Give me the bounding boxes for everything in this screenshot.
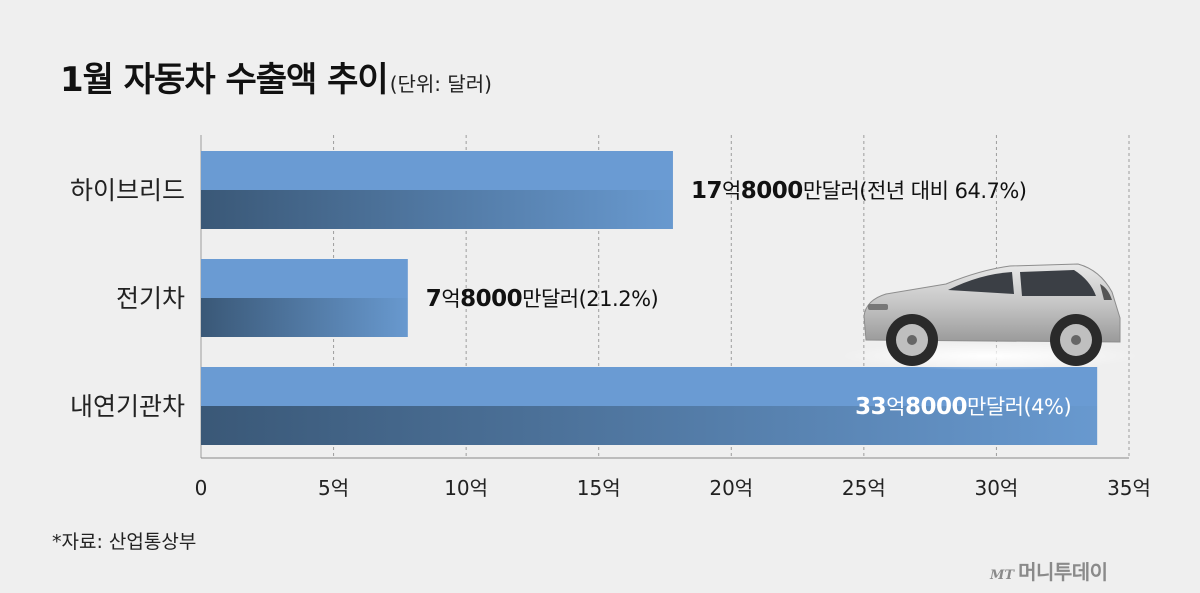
data-label-number: 8000: [741, 178, 803, 204]
bar-top: [201, 151, 673, 190]
x-tick-label: 25억: [842, 476, 886, 500]
bar-bottom: [201, 190, 673, 229]
data-label-unit: 억: [441, 287, 460, 311]
data-label: 17억8000만달러(전년 대비 64.7%): [691, 178, 1027, 204]
data-label-number: 33: [855, 394, 886, 420]
data-label: 33억8000만달러(4%): [855, 394, 1071, 420]
x-tick-label: 20억: [709, 476, 753, 500]
x-tick-label: 0: [195, 476, 208, 500]
data-label-number: 8000: [460, 286, 522, 312]
data-label-number: 7: [426, 286, 442, 312]
data-label-number: 8000: [905, 394, 967, 420]
category-label: 내연기관차: [70, 392, 185, 421]
source-note: *자료: 산업통상부: [52, 531, 197, 553]
data-label-unit: 만달러(전년 대비 64.7%): [803, 179, 1027, 203]
x-tick-label: 10억: [444, 476, 488, 500]
data-label: 7억8000만달러(21.2%): [426, 286, 658, 312]
category-label: 전기차: [116, 284, 185, 313]
data-label-unit: 억: [722, 179, 741, 203]
x-tick-label: 35억: [1107, 476, 1151, 500]
chart-title: 1월 자동차 수출액 추이 (단위: 달러): [60, 52, 492, 101]
data-label-number: 17: [691, 178, 722, 204]
x-tick-label: 5억: [318, 476, 349, 500]
x-tick-label: 15억: [577, 476, 621, 500]
category-label: 하이브리드: [70, 176, 185, 205]
bar-bottom: [201, 406, 1098, 445]
bar-top: [201, 367, 1098, 406]
car-illustration: [840, 263, 1140, 370]
unit-note: (단위: 달러): [389, 72, 492, 96]
x-tick-label: 30억: [974, 476, 1018, 500]
logo-name: 머니투데이: [1018, 560, 1108, 584]
title-text: 1월 자동차 수출액 추이: [60, 60, 389, 100]
bar-top: [201, 259, 408, 298]
data-label-unit: 억: [886, 395, 905, 419]
logo-mark: MT: [990, 568, 1015, 583]
publisher-logo: MT 머니투데이: [990, 556, 1108, 585]
bar-bottom: [201, 298, 408, 337]
data-label-unit: 만달러(4%): [967, 395, 1071, 419]
data-label-unit: 만달러(21.2%): [522, 287, 658, 311]
